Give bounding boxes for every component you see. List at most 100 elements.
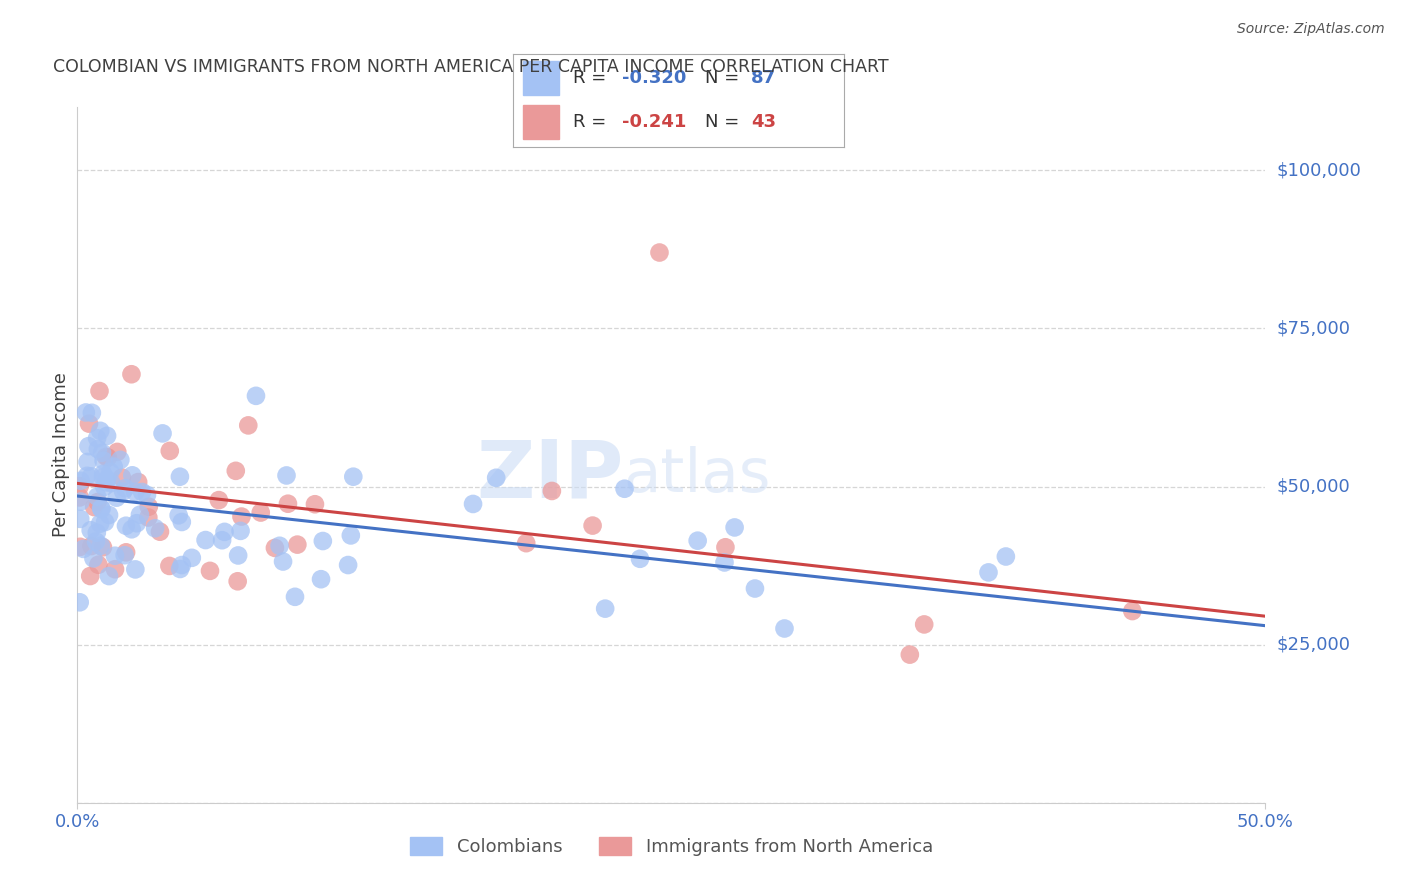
Point [977, 566, 1000, 580]
Point [898, 648, 921, 662]
Point [1121, 604, 1143, 618]
Point [180, 550, 202, 565]
Point [714, 541, 737, 555]
Point [167, 508, 190, 523]
Point [89, 424, 111, 438]
Point [129, 508, 152, 522]
Point [648, 245, 671, 260]
Point [686, 533, 709, 548]
Point [89, 516, 111, 531]
Point [170, 558, 193, 572]
Point [136, 510, 159, 524]
Point [309, 572, 332, 586]
Text: R =: R = [572, 113, 612, 131]
Text: N =: N = [704, 113, 745, 131]
Point [276, 468, 298, 483]
Point [91, 541, 114, 555]
Point [337, 558, 360, 572]
Point [83, 500, 105, 514]
Point [613, 482, 636, 496]
Point [105, 445, 128, 459]
Point [121, 522, 143, 536]
Point [105, 491, 128, 505]
Point [77, 417, 100, 431]
Text: $50,000: $50,000 [1277, 477, 1350, 496]
Point [86, 525, 108, 540]
Point [238, 418, 260, 433]
Text: -0.320: -0.320 [623, 69, 686, 87]
Point [342, 469, 364, 483]
Point [69, 491, 91, 505]
Point [94, 515, 117, 529]
Point [69, 479, 91, 493]
Point [124, 484, 146, 499]
Point [111, 470, 134, 484]
Text: Source: ZipAtlas.com: Source: ZipAtlas.com [1237, 22, 1385, 37]
Point [90, 502, 112, 516]
Point [69, 474, 91, 488]
Point [214, 524, 236, 539]
Point [231, 509, 253, 524]
Y-axis label: Per Capita Income: Per Capita Income [52, 373, 70, 537]
Point [593, 601, 616, 615]
Point [89, 384, 111, 398]
Point [96, 472, 118, 486]
Point [226, 549, 249, 563]
Point [75, 405, 97, 419]
Point [104, 562, 127, 576]
Text: atlas: atlas [624, 446, 772, 505]
Point [170, 515, 193, 529]
Point [229, 524, 252, 538]
Point [103, 459, 125, 474]
Point [93, 453, 115, 467]
Point [87, 442, 110, 456]
Bar [523, 61, 560, 95]
Bar [523, 105, 560, 139]
Point [115, 518, 138, 533]
Text: $75,000: $75,000 [1277, 319, 1351, 337]
Point [581, 518, 603, 533]
Point [226, 574, 249, 589]
Point [127, 475, 149, 489]
Text: N =: N = [704, 69, 745, 87]
Point [120, 368, 142, 382]
Point [208, 493, 231, 508]
Point [115, 545, 138, 559]
Point [100, 465, 122, 479]
Point [485, 471, 508, 485]
Point [93, 480, 115, 494]
Point [87, 558, 110, 572]
Text: ZIP: ZIP [477, 437, 624, 515]
Point [94, 450, 117, 464]
Point [149, 524, 172, 539]
Point [96, 429, 118, 443]
Point [69, 595, 91, 609]
Point [125, 516, 148, 531]
Point [86, 490, 108, 504]
Point [515, 536, 537, 550]
Point [98, 508, 121, 522]
Point [143, 521, 166, 535]
Point [91, 445, 114, 459]
Point [277, 497, 299, 511]
Point [77, 439, 100, 453]
Point [112, 484, 135, 499]
Point [225, 464, 247, 478]
Point [713, 556, 735, 570]
Point [628, 551, 651, 566]
Text: 87: 87 [751, 69, 776, 87]
Point [82, 551, 104, 566]
Point [69, 540, 91, 554]
Point [69, 494, 91, 508]
Point [723, 520, 745, 534]
Point [912, 617, 935, 632]
Point [157, 558, 180, 573]
Point [76, 455, 98, 469]
Point [80, 523, 103, 537]
Point [138, 500, 160, 514]
Point [159, 443, 181, 458]
Point [114, 548, 136, 562]
Point [96, 475, 118, 490]
Point [312, 534, 335, 549]
Point [169, 562, 191, 576]
